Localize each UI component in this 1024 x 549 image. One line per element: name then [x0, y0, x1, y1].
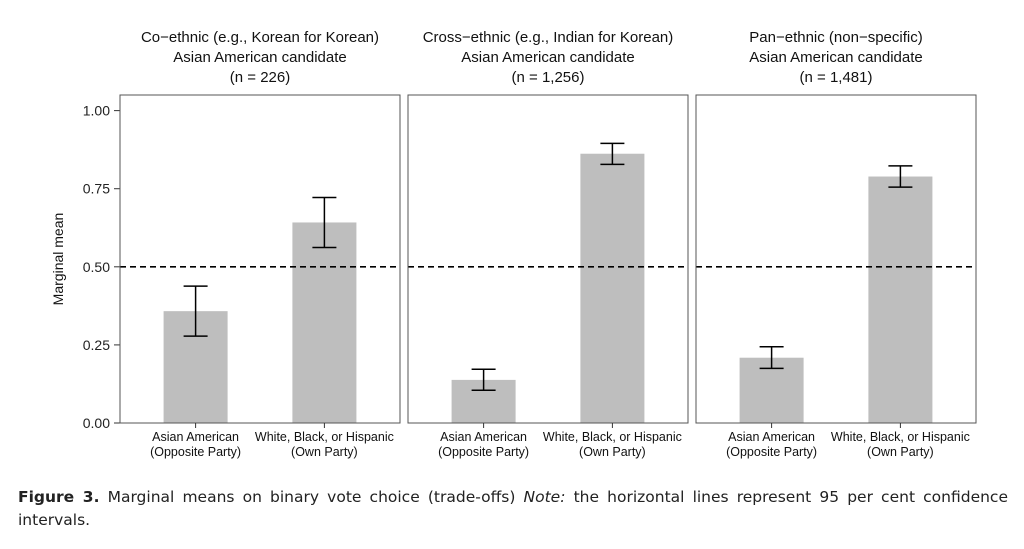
panel-title-line: Asian American candidate — [749, 49, 922, 66]
panel-title-line: Pan−ethnic (non−specific) — [749, 29, 922, 46]
y-tick-label: 0.75 — [83, 181, 110, 197]
y-tick-label: 0.00 — [83, 415, 110, 431]
x-category-label: (Own Party) — [579, 445, 646, 459]
panel-title-line: Asian American candidate — [461, 49, 634, 66]
panel-border — [119, 94, 401, 424]
x-category-label: Asian American — [152, 430, 239, 444]
y-tick-label: 1.00 — [83, 103, 110, 119]
panel-title-line: (n = 1,256) — [512, 69, 585, 86]
caption-figure-label: Figure 3. — [18, 488, 100, 506]
panel-title-line: (n = 1,481) — [800, 69, 873, 86]
x-category-label: White, Black, or Hispanic — [831, 430, 970, 444]
panel-border — [695, 94, 977, 424]
panel-title-line: Asian American candidate — [173, 49, 346, 66]
caption-text: Marginal means on binary vote choice (tr… — [99, 488, 524, 506]
caption-note-text: the horizontal lines represent 95 per ce… — [18, 488, 1008, 529]
panel-title-line: Co−ethnic (e.g., Korean for Korean) — [141, 29, 379, 46]
chart: Marginal mean 0.00 0.25 0.50 0.75 1.00 Co−ethn… — [50, 29, 977, 459]
panel-border — [407, 94, 689, 424]
panel-title-line: Cross−ethnic (e.g., Indian for Korean) — [423, 29, 674, 46]
x-category-label: (Own Party) — [867, 445, 934, 459]
bar — [580, 153, 645, 424]
x-category-label: White, Black, or Hispanic — [543, 430, 682, 444]
y-tick-label: 0.50 — [83, 259, 110, 275]
x-category-label: (Opposite Party) — [726, 445, 817, 459]
y-tick-label: 0.25 — [83, 337, 110, 353]
caption-note-label: Note: — [523, 488, 566, 506]
figure-caption: Figure 3. Marginal means on binary vote … — [18, 486, 1008, 532]
bar — [292, 222, 357, 423]
panel-title-line: (n = 226) — [230, 69, 290, 86]
x-category-label: Asian American — [440, 430, 527, 444]
x-category-label: White, Black, or Hispanic — [255, 430, 394, 444]
x-category-label: (Opposite Party) — [438, 445, 529, 459]
x-category-label: (Opposite Party) — [150, 445, 241, 459]
bar — [868, 176, 933, 423]
x-category-label: (Own Party) — [291, 445, 358, 459]
x-category-label: Asian American — [728, 430, 815, 444]
y-axis-title: Marginal mean — [50, 213, 66, 306]
